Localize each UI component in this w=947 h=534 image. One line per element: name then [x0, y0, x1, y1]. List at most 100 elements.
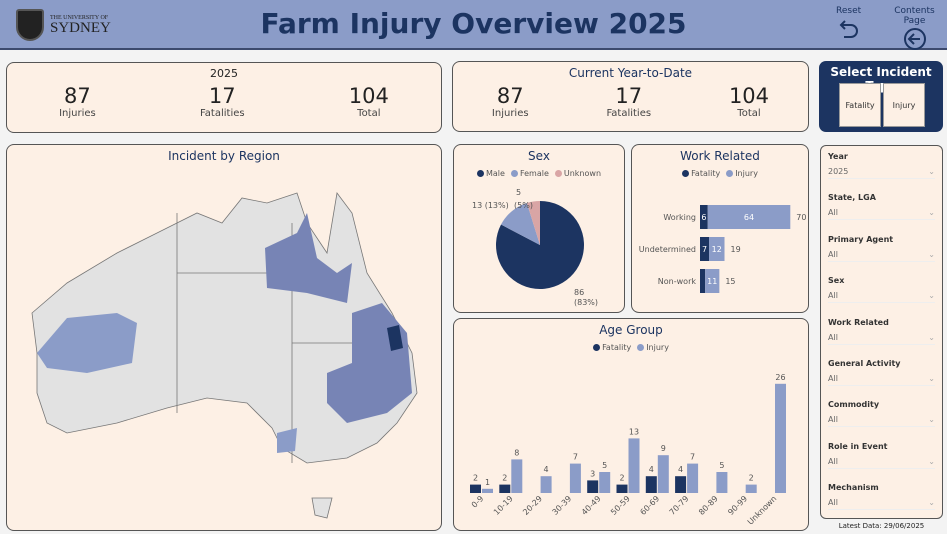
bar-value-label: 2: [619, 474, 624, 483]
bar-injury: [709, 237, 725, 261]
chevron-down-icon: ⌄: [928, 167, 935, 176]
region-wa[interactable]: [37, 313, 137, 373]
legend-unknown[interactable]: Unknown: [554, 169, 601, 178]
chevron-down-icon: ⌄: [928, 249, 935, 259]
region-tas[interactable]: [311, 497, 333, 519]
legend-fatality[interactable]: Fatality: [682, 169, 720, 178]
bar-value-label: 2: [473, 474, 478, 483]
chevron-down-icon: ⌄: [928, 208, 935, 218]
chevron-down-icon: ⌄: [928, 415, 935, 425]
logo-small-text: THE UNIVERSITY OF: [50, 14, 109, 21]
fatality-button[interactable]: Fatality: [839, 83, 881, 127]
age-category-label: 90-99: [726, 494, 749, 517]
bar-value-label: 3: [590, 469, 595, 478]
kpi-injuries: 87 Injuries: [59, 84, 96, 119]
legend-injury[interactable]: Injury: [637, 343, 669, 352]
bar-injury: [569, 463, 581, 493]
bar-value-label: 8: [514, 448, 519, 457]
filter-value: All: [828, 332, 838, 342]
filter-dropdown[interactable]: All ⌄: [828, 333, 935, 345]
filter-label: Role in Event: [828, 441, 888, 451]
contents-label: Contents Page: [894, 6, 935, 26]
region-sa[interactable]: [277, 428, 297, 453]
australia-map[interactable]: [7, 163, 443, 523]
pie-label-male: 86: [574, 288, 584, 297]
sex-pie-chart: 86(83%) 13 (13%) 5 (5%): [472, 188, 598, 307]
filter-dropdown[interactable]: All ⌄: [828, 498, 935, 511]
bar-total-label: 15: [725, 277, 735, 286]
bar-injury-label: 64: [744, 213, 754, 222]
bar-value-label: 9: [661, 444, 666, 453]
filter-value: All: [828, 415, 838, 425]
region-qld-north[interactable]: [265, 213, 352, 303]
reset-button[interactable]: Reset: [836, 6, 861, 43]
filter-dropdown[interactable]: 2025 ⌄: [828, 167, 935, 179]
bar-value-label: 2: [502, 474, 507, 483]
bar-fatality-label: 7: [702, 245, 707, 254]
injury-button[interactable]: Injury: [883, 83, 925, 127]
work-related-bar-chart: Working 6 64 70 Undetermined 7 12 19 Non-work 11 1…: [639, 205, 806, 293]
bar-fatality: [616, 484, 628, 493]
reset-label: Reset: [836, 6, 862, 16]
age-category-label: 70-79: [668, 494, 691, 517]
filter-dropdown[interactable]: All ⌄: [828, 415, 935, 428]
region-highlight[interactable]: [387, 325, 403, 351]
legend-fatality[interactable]: Fatality: [593, 343, 631, 352]
filter-dropdown[interactable]: All ⌄: [828, 208, 935, 221]
bar-fatality: [499, 484, 511, 493]
kpi-ytd-total: 104 Total: [728, 84, 770, 119]
bar-injury: [657, 455, 669, 493]
bar-fatality: [587, 480, 599, 493]
pie-slice-unknown: [526, 201, 540, 245]
contents-page-button[interactable]: Contents Page: [882, 6, 947, 55]
bar-total-label: 19: [731, 245, 741, 254]
chevron-down-icon: ⌄: [928, 498, 935, 508]
sex-title: Sex: [528, 149, 550, 163]
filter-role-in-event: Role in Event All ⌄: [828, 439, 935, 480]
filter-dropdown[interactable]: All ⌄: [828, 374, 935, 386]
age-category-label: 0-9: [470, 494, 486, 510]
bar-value-label: 26: [775, 373, 785, 382]
pie-label-unknown: 5: [516, 188, 521, 197]
incident-type-selector: Select Incident Type Fatality Injury: [819, 61, 943, 132]
filter-label: Primary Agent: [828, 234, 894, 244]
age-group-panel: Age Group Fatality Injury 2 1 0-9 2 8 10-19 4 2…: [453, 318, 809, 531]
pie-label-female: 13 (13%): [472, 201, 509, 210]
bar-value-label: 4: [544, 465, 549, 474]
chevron-down-icon: ⌄: [928, 291, 935, 301]
bar-injury-label: 12: [712, 245, 722, 254]
bar-value-label: 2: [749, 474, 754, 483]
bar-value-label: 4: [649, 465, 654, 474]
filter-dropdown[interactable]: All ⌄: [828, 250, 935, 262]
legend-male[interactable]: Male: [476, 169, 505, 178]
kpi-ytd-title: Current Year-to-Date: [568, 66, 693, 80]
bar-fatality: [700, 237, 710, 261]
filter-dropdown[interactable]: All ⌄: [828, 457, 935, 469]
undo-icon: [839, 20, 858, 38]
filter-label: Commodity: [828, 400, 880, 410]
filter-sex: Sex All ⌄: [828, 273, 935, 314]
crest-icon: [16, 9, 44, 41]
kpi-ytd-card: Current Year-to-Date 87 Injuries 17 Fatali…: [452, 61, 809, 132]
bar-value-label: 7: [690, 453, 695, 462]
filter-commodity: Commodity All ⌄: [828, 397, 935, 438]
legend-female[interactable]: Female: [510, 169, 549, 178]
filter-dropdown[interactable]: All ⌄: [828, 291, 935, 304]
bar-value-label: 13: [629, 427, 639, 436]
work-related-panel: Work Related Fatality Injury Working 6 64 7…: [631, 144, 809, 313]
bar-fatality: [700, 205, 708, 229]
filter-value: All: [828, 373, 838, 383]
legend-injury[interactable]: Injury: [726, 169, 758, 178]
work-category-label: Non-work: [658, 277, 697, 286]
filter-mechanism: Mechanism All ⌄: [828, 480, 935, 521]
filter-label: Year: [828, 152, 848, 161]
filter-general-activity: General Activity All ⌄: [828, 356, 935, 397]
pie-slice-female: [501, 202, 540, 245]
age-category-label: 10-19: [492, 494, 515, 517]
pie-label-male-pct: (83%): [574, 298, 598, 307]
bar-fatality: [645, 476, 657, 493]
bar-value-label: 5: [719, 461, 724, 470]
pie-label-unknown-pct: (5%): [514, 201, 533, 210]
arrow-left-circle-icon: [903, 28, 926, 50]
bar-total-label: 70: [796, 213, 806, 222]
